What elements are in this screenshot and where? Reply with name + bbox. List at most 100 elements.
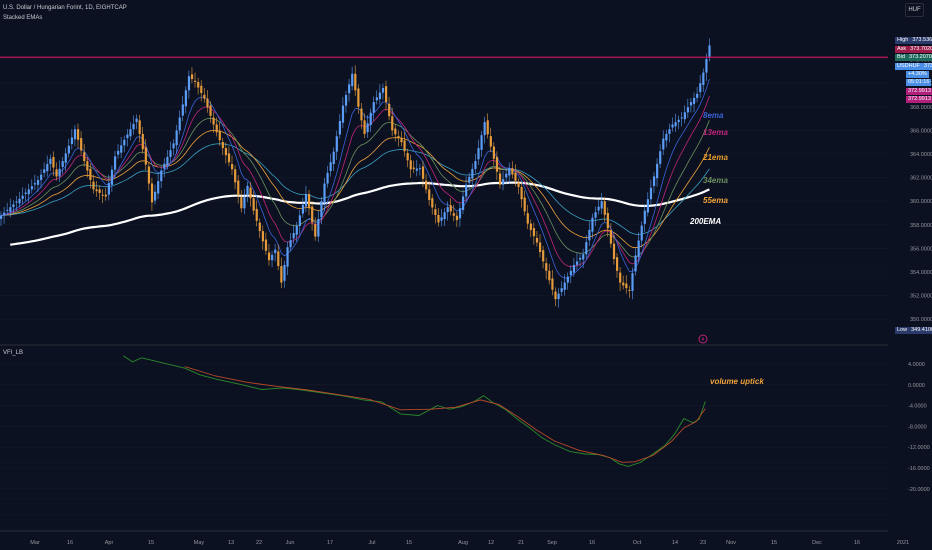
price-tick-label: 356.0000 bbox=[910, 246, 932, 252]
candle-body bbox=[594, 212, 597, 218]
candle-body bbox=[511, 168, 514, 175]
candle-body bbox=[357, 88, 360, 107]
candle-body bbox=[209, 105, 212, 116]
candle-body bbox=[554, 291, 557, 300]
candle-body bbox=[3, 212, 6, 216]
candle-body bbox=[295, 225, 298, 235]
candle-body bbox=[486, 120, 489, 135]
candle-body bbox=[95, 189, 98, 192]
badge-tag: Bid bbox=[897, 54, 905, 60]
ema-21-line bbox=[0, 117, 710, 258]
candle-body bbox=[80, 138, 83, 151]
candle-body bbox=[157, 181, 160, 194]
price-tick-label: 368.0000 bbox=[910, 105, 932, 111]
candle-body bbox=[286, 247, 289, 267]
candle-body bbox=[566, 276, 569, 283]
time-tick-label: Oct bbox=[633, 540, 642, 546]
candle-body bbox=[64, 153, 67, 163]
candle-body bbox=[452, 213, 455, 216]
candle-body bbox=[591, 217, 594, 232]
candle-body bbox=[21, 195, 24, 199]
candle-body bbox=[588, 229, 591, 241]
candle-body bbox=[545, 263, 548, 271]
candle-body bbox=[360, 108, 363, 121]
vfi-tick-label: -16.0000 bbox=[908, 466, 930, 472]
candle-body bbox=[252, 198, 255, 211]
candle-body bbox=[98, 189, 101, 193]
candle-body bbox=[597, 206, 600, 211]
vfi-tick-label: 0.0000 bbox=[908, 383, 925, 389]
candle-body bbox=[46, 164, 49, 172]
candle-body bbox=[505, 173, 508, 178]
candle-body bbox=[289, 240, 292, 248]
candle-body bbox=[317, 218, 320, 237]
candle-body bbox=[446, 207, 449, 213]
badge-value: 372.9913 bbox=[908, 88, 931, 94]
candle-body bbox=[311, 206, 314, 223]
candle-body bbox=[9, 207, 12, 212]
candle-body bbox=[77, 129, 80, 140]
candle-body bbox=[526, 213, 529, 224]
time-tick-label: 16 bbox=[854, 540, 860, 546]
price-tick-label: 360.0000 bbox=[910, 199, 932, 205]
candle-body bbox=[508, 168, 511, 176]
candle-body bbox=[73, 129, 77, 140]
time-tick-label: Apr bbox=[105, 540, 114, 546]
candle-body bbox=[671, 124, 674, 128]
candle-body bbox=[391, 116, 394, 131]
candle-body bbox=[412, 167, 415, 169]
candle-body bbox=[27, 189, 30, 195]
time-tick-label: 2021 bbox=[897, 540, 909, 546]
candle-body bbox=[619, 272, 622, 283]
candle-body bbox=[354, 73, 357, 91]
candle-body bbox=[206, 98, 209, 108]
candle-body bbox=[569, 270, 572, 275]
candle-body bbox=[385, 86, 388, 103]
candle-body bbox=[104, 194, 107, 197]
candle-body bbox=[603, 201, 606, 215]
currency-unit-button[interactable]: HUF bbox=[905, 3, 924, 17]
candle-body bbox=[49, 158, 52, 165]
candle-body bbox=[628, 289, 631, 291]
candle-body bbox=[150, 183, 154, 203]
time-tick-label: Nov bbox=[726, 540, 736, 546]
time-tick-label: Jul bbox=[368, 540, 375, 546]
candle-body bbox=[455, 215, 459, 221]
candle-body bbox=[462, 196, 465, 211]
price-tick-label: 354.0000 bbox=[910, 270, 932, 276]
candle-body bbox=[406, 153, 409, 161]
candle-body bbox=[224, 148, 228, 156]
candle-body bbox=[418, 168, 422, 170]
candle-body bbox=[178, 117, 181, 131]
candle-body bbox=[520, 187, 523, 200]
candle-body bbox=[86, 161, 89, 171]
price-badge: Low 349.4100 bbox=[895, 327, 932, 334]
candle-body bbox=[61, 161, 64, 167]
candle-body bbox=[646, 199, 649, 213]
vfi-tick-label: -12.0000 bbox=[908, 445, 930, 451]
candle-body bbox=[277, 251, 280, 267]
candle-body bbox=[141, 133, 144, 150]
candle-body bbox=[33, 183, 37, 185]
time-tick-label: Mar bbox=[30, 540, 40, 546]
price-tick-label: 364.0000 bbox=[910, 152, 932, 158]
candle-body bbox=[166, 156, 169, 166]
candle-body bbox=[0, 215, 3, 219]
candle-body bbox=[89, 168, 92, 180]
candle-body bbox=[304, 194, 308, 207]
time-tick-label: 15 bbox=[148, 540, 154, 546]
vfi-axis: 4.0000 0.0000 -4.0000 -8.0000 -12.0000 -16.00… bbox=[908, 362, 930, 493]
ema-8-line bbox=[0, 78, 710, 279]
candle-body bbox=[440, 217, 443, 221]
candle-body bbox=[341, 105, 345, 123]
candle-body bbox=[348, 84, 351, 94]
time-tick-label: 22 bbox=[256, 540, 262, 546]
candle-body bbox=[231, 164, 234, 170]
candle-body bbox=[649, 187, 653, 200]
candle-body bbox=[92, 181, 95, 190]
time-tick-label: 15 bbox=[771, 540, 777, 546]
candle-body bbox=[113, 156, 117, 170]
bolt-icon[interactable] bbox=[698, 334, 708, 344]
